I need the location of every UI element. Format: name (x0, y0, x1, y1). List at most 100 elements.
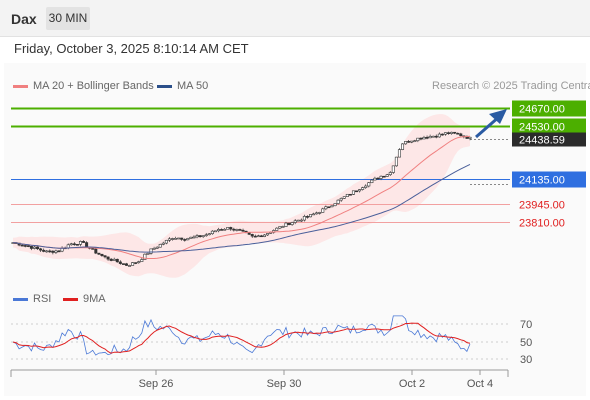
candle (296, 219, 300, 222)
candle (376, 177, 380, 180)
candle (358, 189, 362, 192)
x-axis-label: Sep 30 (267, 378, 302, 390)
candle (124, 263, 128, 266)
candle (36, 246, 40, 250)
candle (394, 156, 398, 167)
candle (155, 246, 159, 249)
candle (149, 248, 153, 254)
candle (315, 212, 319, 215)
candle (425, 137, 429, 139)
candle (453, 131, 457, 134)
rsi-ma-swatch (63, 297, 78, 301)
candle (94, 248, 98, 254)
candle (213, 230, 217, 233)
candle (266, 233, 270, 236)
instrument-name: Dax (11, 11, 37, 27)
candle (373, 177, 377, 181)
last-price-label-box (512, 132, 586, 147)
candle (238, 229, 242, 231)
candle (143, 253, 147, 260)
candle (345, 193, 349, 197)
resistance-label-box (512, 100, 586, 117)
candle (330, 205, 334, 208)
candle (293, 220, 297, 223)
top-bar: Dax 30 MIN (0, 0, 590, 37)
candle (223, 228, 227, 231)
candle (170, 238, 174, 240)
candle (137, 261, 141, 264)
candle (140, 259, 144, 262)
pivot-label: 24135.00 (519, 175, 565, 187)
candle (131, 262, 135, 266)
arrow-head (489, 109, 507, 124)
candle (23, 245, 27, 247)
candle (361, 187, 365, 190)
candle (379, 175, 383, 179)
candle (419, 137, 423, 140)
candle (235, 229, 239, 231)
candle (250, 234, 254, 237)
candle (161, 242, 165, 245)
candle (397, 149, 401, 158)
candle (443, 132, 447, 135)
candle (263, 234, 267, 237)
candle (342, 196, 346, 199)
candle (164, 239, 168, 244)
candle (195, 235, 199, 238)
candle (167, 238, 171, 241)
ma20-line (12, 135, 471, 259)
rsi-axis-label: 50 (520, 337, 532, 349)
candle (210, 230, 214, 235)
candle (216, 229, 220, 232)
resistance-label: 24530.00 (519, 122, 565, 134)
candle (69, 243, 73, 246)
candle (413, 140, 417, 142)
candle (91, 248, 95, 250)
candle (355, 190, 359, 193)
candle (20, 244, 24, 247)
candle (226, 227, 230, 230)
candle (416, 137, 420, 141)
candle (302, 216, 306, 221)
candle (54, 250, 58, 253)
last-price-label: 24438.59 (519, 135, 565, 147)
candle (385, 174, 389, 177)
candle (253, 235, 257, 238)
candle (174, 238, 178, 240)
candle (434, 135, 438, 138)
candle (186, 238, 190, 241)
candle (318, 212, 322, 214)
candle (333, 203, 337, 207)
candle (112, 258, 116, 261)
x-axis-label: Oct 2 (399, 378, 425, 390)
candle (351, 190, 355, 195)
candle (437, 133, 441, 138)
candle (207, 233, 211, 236)
candle (152, 248, 156, 250)
candle (256, 235, 260, 238)
candle (247, 232, 251, 235)
support-label: 23945.00 (519, 200, 565, 212)
candle (456, 132, 460, 135)
timeframe-button[interactable]: 30 MIN (46, 7, 90, 30)
candle (404, 141, 408, 145)
candle (192, 236, 196, 239)
candle (66, 244, 70, 249)
candle (72, 243, 76, 246)
candle (459, 133, 463, 137)
candle (382, 175, 386, 178)
resistance-label-box (512, 118, 586, 135)
candle (121, 263, 125, 265)
candle (106, 256, 110, 260)
candle (468, 136, 472, 139)
candle (290, 222, 294, 225)
candle (103, 255, 107, 258)
candle (440, 133, 444, 136)
candle (42, 249, 46, 252)
candle (401, 143, 405, 150)
rsi-axis-label: 70 (520, 319, 532, 331)
forecast-arrow (475, 109, 507, 139)
ma20-swatch (13, 84, 28, 88)
candle (339, 198, 343, 201)
